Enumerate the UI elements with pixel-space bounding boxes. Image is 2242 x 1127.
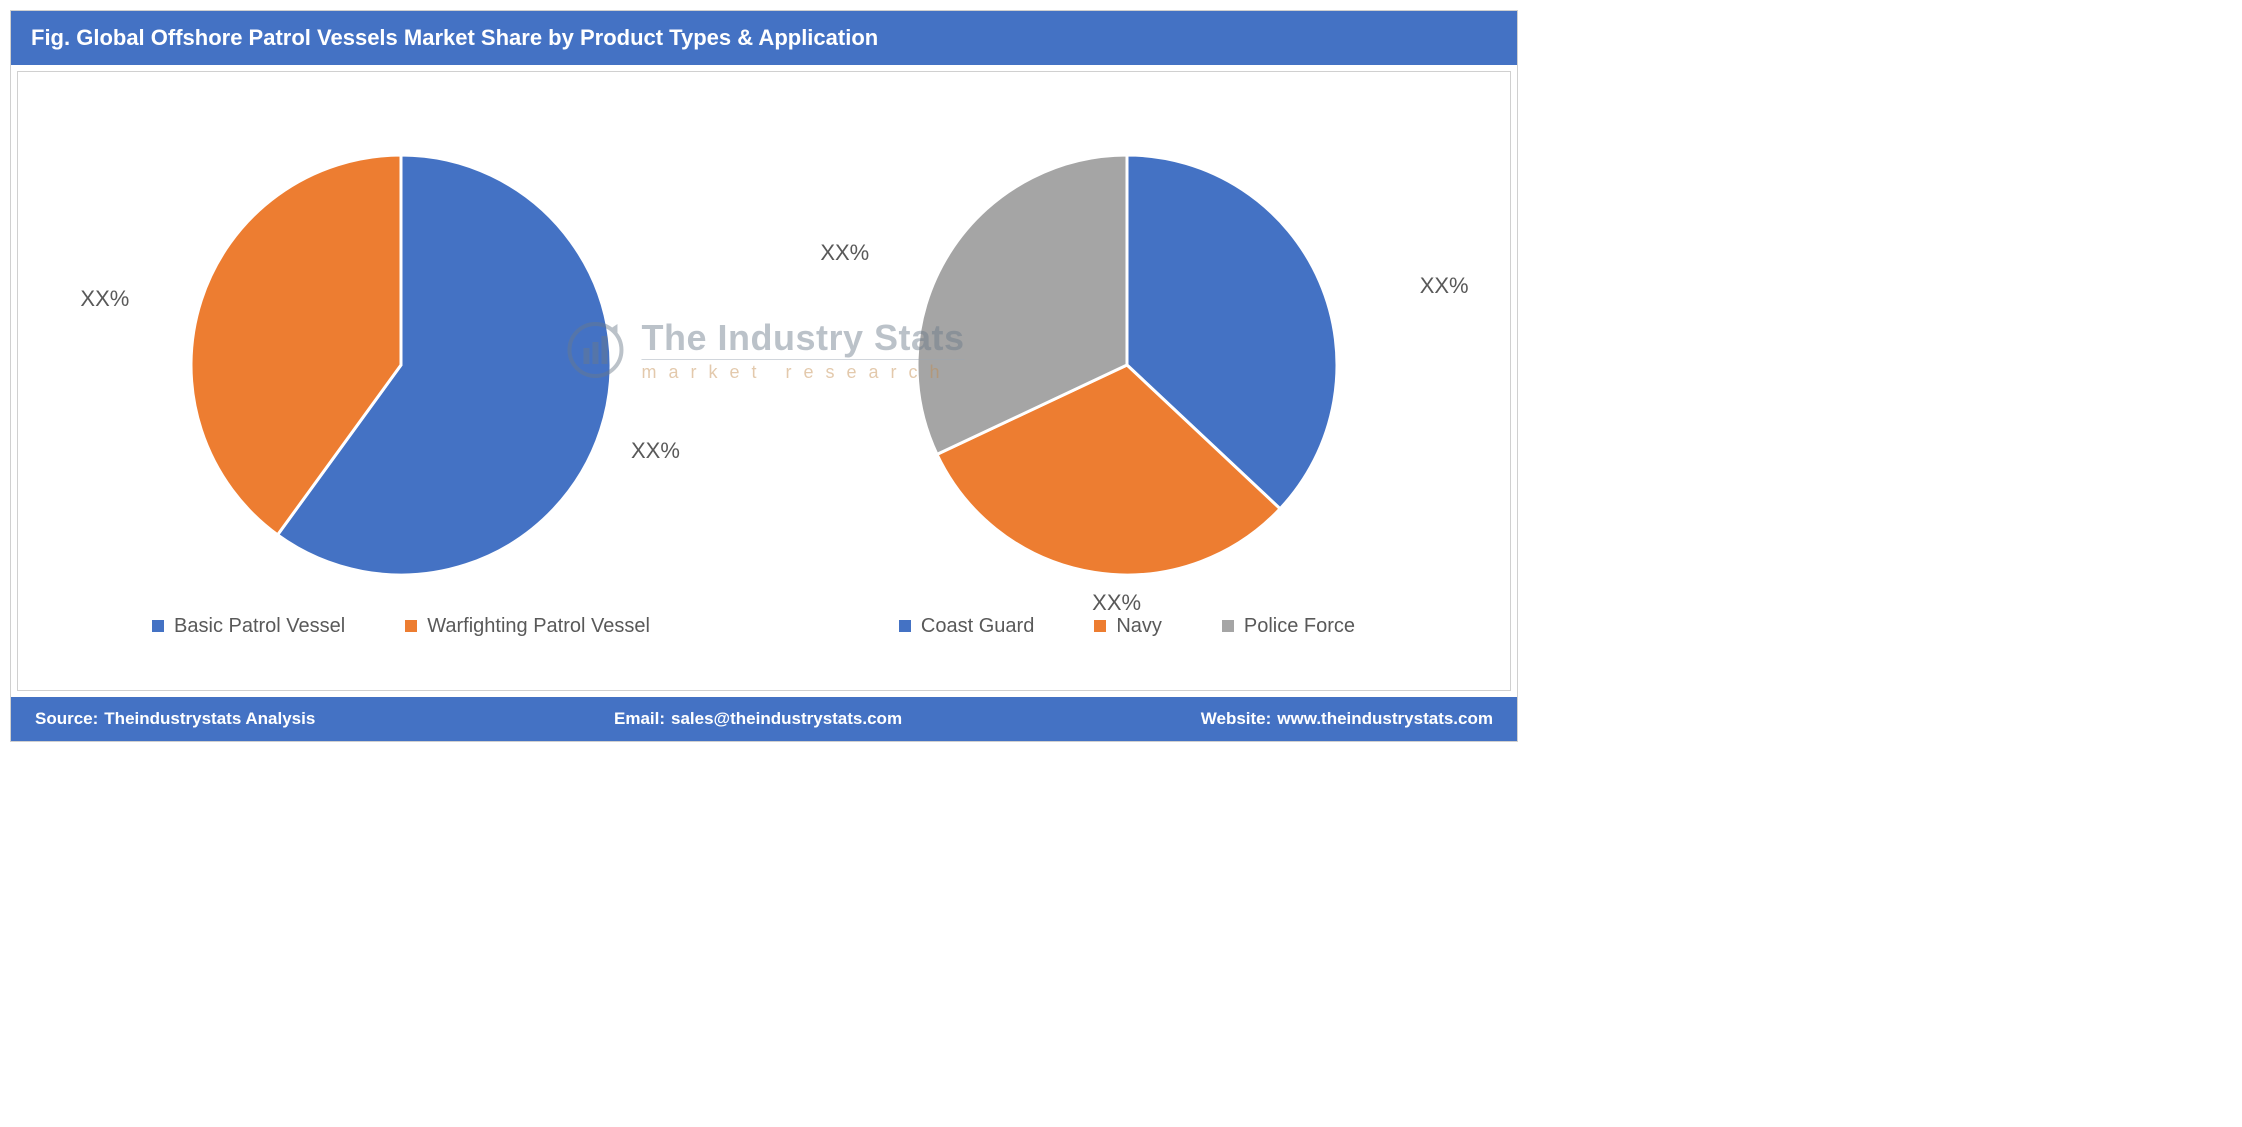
pie-data-label: XX% bbox=[1420, 273, 1469, 299]
legend-item: Coast Guard bbox=[899, 615, 1034, 638]
legend-label: Coast Guard bbox=[921, 615, 1034, 638]
figure-container: Fig. Global Offshore Patrol Vessels Mark… bbox=[10, 10, 1518, 742]
legend-swatch bbox=[899, 620, 911, 632]
pie-data-label: XX% bbox=[631, 438, 680, 464]
legend-item: Warfighting Patrol Vessel bbox=[405, 615, 650, 638]
left-pie-chart bbox=[181, 145, 621, 585]
pie-data-label: XX% bbox=[1092, 590, 1141, 616]
right-pie-wrap: XX%XX%XX% bbox=[779, 135, 1476, 595]
legend-swatch bbox=[405, 620, 417, 632]
footer-email-value: sales@theindustrystats.com bbox=[671, 709, 902, 729]
legend-item: Police Force bbox=[1222, 615, 1355, 638]
footer-source-label: Source: bbox=[35, 709, 98, 729]
left-legend: Basic Patrol Vessel Warfighting Patrol Ve… bbox=[53, 595, 750, 648]
pie-data-label: XX% bbox=[80, 286, 129, 312]
charts-area: XX% XX% Basic Patrol Vessel Warfighting Pa… bbox=[17, 71, 1511, 691]
footer-bar: Source: Theindustrystats Analysis Email:… bbox=[11, 697, 1517, 741]
figure-title: Fig. Global Offshore Patrol Vessels Mark… bbox=[11, 11, 1517, 65]
left-chart-block: XX% XX% Basic Patrol Vessel Warfighting Pa… bbox=[53, 135, 750, 648]
footer-source-value: Theindustrystats Analysis bbox=[104, 709, 315, 729]
legend-label: Warfighting Patrol Vessel bbox=[427, 615, 650, 638]
legend-label: Police Force bbox=[1244, 615, 1355, 638]
footer-website-value: www.theindustrystats.com bbox=[1277, 709, 1493, 729]
footer-email-label: Email: bbox=[614, 709, 665, 729]
footer-email: Email: sales@theindustrystats.com bbox=[614, 709, 902, 729]
footer-source: Source: Theindustrystats Analysis bbox=[35, 709, 315, 729]
right-chart-block: XX% XX% XX% Coast Guard Navy Police Force bbox=[779, 135, 1476, 648]
left-pie-wrap: XX% XX% bbox=[53, 135, 750, 595]
legend-label: Basic Patrol Vessel bbox=[174, 615, 345, 638]
legend-swatch bbox=[152, 620, 164, 632]
footer-website: Website: www.theindustrystats.com bbox=[1201, 709, 1493, 729]
legend-item: Navy bbox=[1094, 615, 1162, 638]
legend-label: Navy bbox=[1116, 615, 1162, 638]
legend-swatch bbox=[1094, 620, 1106, 632]
right-pie-chart bbox=[907, 145, 1347, 585]
footer-website-label: Website: bbox=[1201, 709, 1272, 729]
legend-swatch bbox=[1222, 620, 1234, 632]
legend-item: Basic Patrol Vessel bbox=[152, 615, 345, 638]
pie-data-label: XX% bbox=[820, 240, 869, 266]
